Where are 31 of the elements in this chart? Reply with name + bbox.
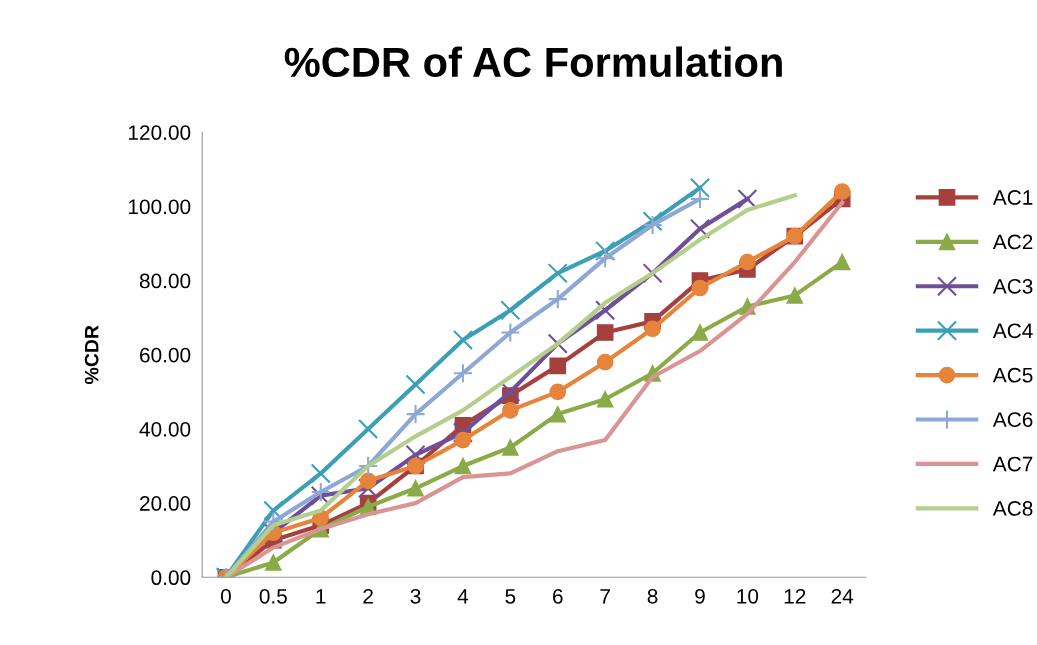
x-tick-label: 0.5 — [259, 588, 287, 604]
x-tick-label: 3 — [410, 588, 421, 604]
x-tick-label: 8 — [647, 588, 658, 604]
y-tick-label: 80.00 — [139, 273, 191, 289]
x-tick-label: 2 — [363, 588, 373, 604]
x-tick-label: 1 — [316, 589, 326, 604]
y-axis-title: %CDR — [84, 325, 99, 384]
x-tick-label: 9 — [695, 588, 705, 604]
legend-label: AC6 — [992, 412, 1033, 427]
y-tick-label: 0.00 — [151, 570, 191, 586]
x-tick-label: 10 — [737, 588, 759, 604]
x-tick-label: 4 — [457, 589, 469, 604]
y-tick-label: 20.00 — [140, 496, 191, 511]
y-tick-label: 100.00 — [128, 199, 191, 215]
legend-label: AC4 — [992, 323, 1033, 339]
x-tick-label: 5 — [505, 589, 516, 604]
y-tick-label: 40.00 — [139, 421, 191, 437]
x-tick-label: 24 — [831, 588, 854, 604]
legend-label: AC8 — [992, 501, 1033, 516]
y-tick-label: 120.00 — [128, 125, 191, 140]
x-tick-label: 7 — [600, 589, 610, 604]
chart-title: %CDR of AC Formulation — [284, 46, 782, 78]
legend-label: AC1 — [992, 190, 1033, 205]
legend-label: AC7 — [992, 456, 1033, 472]
x-tick-label: 0 — [220, 588, 231, 604]
legend-label: AC3 — [992, 278, 1033, 294]
y-tick-label: 60.00 — [140, 347, 191, 363]
x-tick-label: 12 — [784, 588, 806, 604]
x-tick-label: 6 — [553, 588, 563, 604]
legend-label: AC2 — [992, 234, 1033, 250]
legend-label: AC5 — [992, 367, 1033, 383]
